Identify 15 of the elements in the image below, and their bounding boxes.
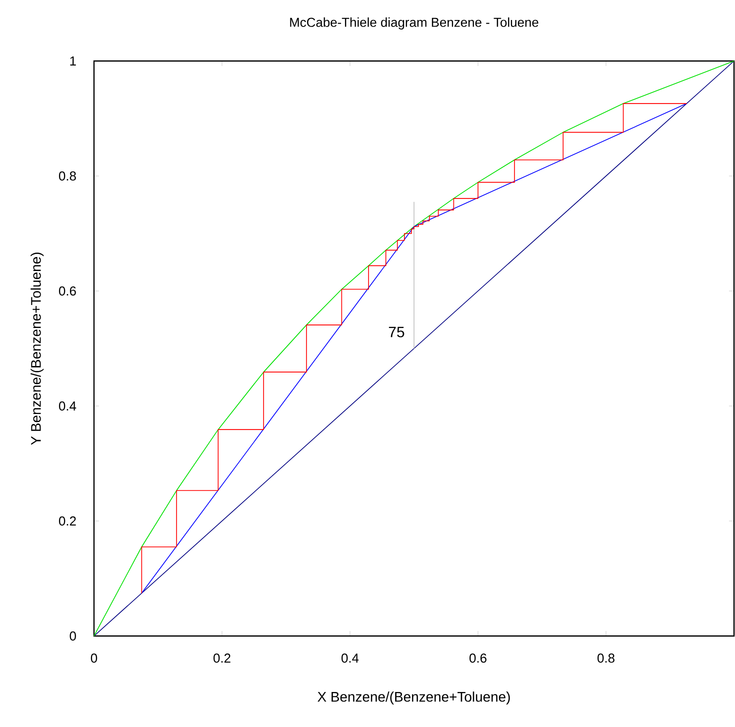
x-tick-label: 0.6 (470, 654, 486, 663)
y-tick-label: 0.6 (58, 286, 76, 296)
y-tick-label: 1 (70, 56, 76, 66)
y-tick-label: 0.8 (58, 171, 76, 181)
x-tick-label: 0.2 (214, 654, 230, 663)
x-tick-label: 0 (90, 654, 98, 663)
y-tick-label: 0.2 (58, 516, 76, 526)
y-axis-title: Y Benzene/(Benzene+Toluene) (30, 252, 44, 445)
y-tick-label: 0.4 (58, 401, 76, 411)
x-tick-label: 0.4 (342, 654, 359, 663)
y-tick-label: 0 (70, 631, 76, 641)
x-axis-title: X Benzene/(Benzene+Toluene) (318, 692, 510, 705)
annotation: 75 (388, 326, 404, 338)
chart-title: McCabe-Thiele diagram Benzene - Toluene (290, 17, 538, 30)
x-tick-label: 0.8 (598, 654, 614, 663)
